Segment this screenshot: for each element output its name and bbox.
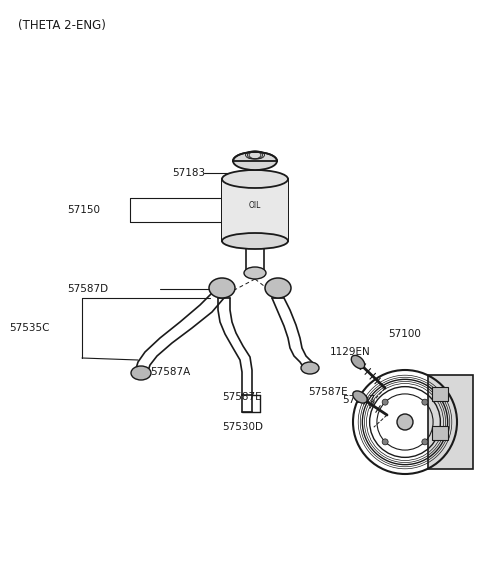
Text: 57587E: 57587E [222,392,262,402]
Ellipse shape [353,391,367,403]
Ellipse shape [244,267,266,279]
Text: 57183: 57183 [172,168,205,178]
Text: 57530D: 57530D [223,422,264,432]
Bar [432,426,448,440]
Text: (THETA 2-ENG): (THETA 2-ENG) [18,18,106,31]
Circle shape [397,414,413,430]
Ellipse shape [131,366,151,380]
Text: OIL: OIL [249,202,261,210]
Text: 57150: 57150 [67,205,100,215]
Circle shape [382,399,388,405]
Ellipse shape [209,278,235,298]
Text: 57535C: 57535C [10,323,50,333]
Ellipse shape [222,170,288,188]
Circle shape [422,439,428,445]
Ellipse shape [265,278,291,298]
Bar [428,375,473,469]
Text: 57587D: 57587D [67,284,108,294]
Ellipse shape [351,355,365,369]
Text: 57100: 57100 [388,329,421,339]
Bar [432,387,448,401]
Circle shape [382,439,388,445]
Text: 1129EN: 1129EN [330,347,371,357]
Bar [222,179,288,241]
Text: 57587A: 57587A [150,367,190,377]
Ellipse shape [301,362,319,374]
Text: 57227: 57227 [342,395,375,405]
Text: 57587E: 57587E [308,387,348,397]
Circle shape [422,399,428,405]
Ellipse shape [222,233,288,249]
Ellipse shape [233,152,277,170]
